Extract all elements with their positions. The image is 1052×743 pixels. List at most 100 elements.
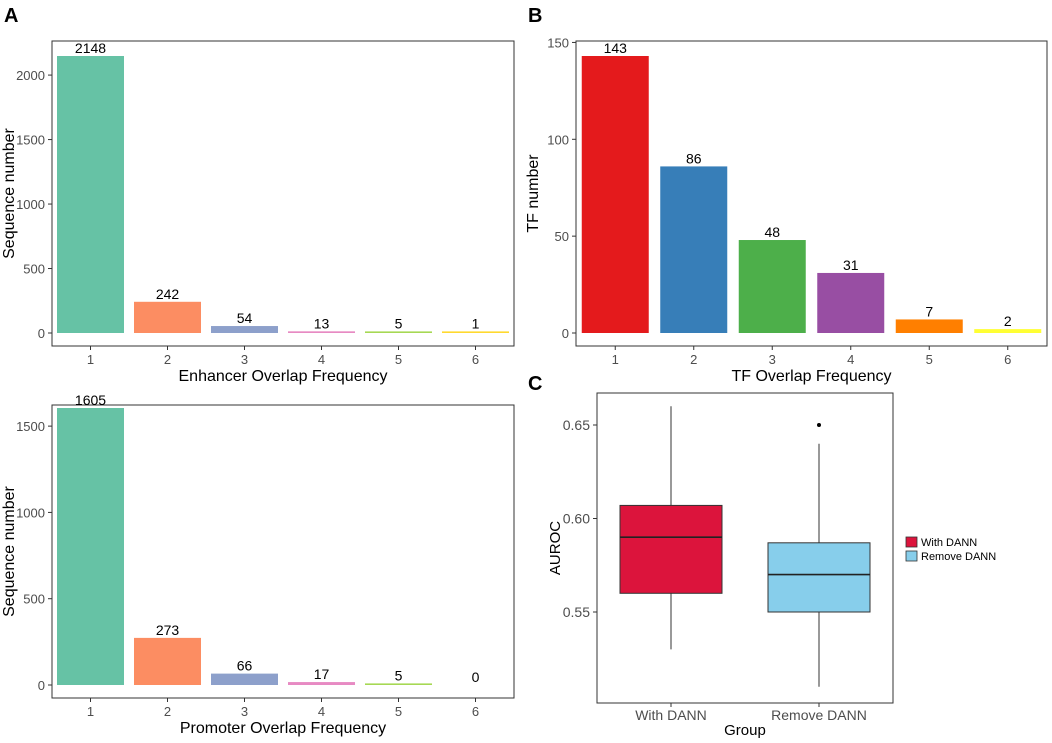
bar [365, 683, 432, 685]
bar-value-label: 7 [925, 303, 933, 319]
bar [365, 331, 432, 333]
y-tick-label: 1500 [16, 419, 45, 434]
bar-value-label: 2148 [75, 40, 106, 56]
bar [974, 329, 1042, 333]
y-tick-label: 500 [23, 262, 45, 277]
bar-value-label: 0 [472, 669, 480, 685]
outlier-point [817, 423, 821, 427]
bar [895, 319, 963, 333]
bar-value-label: 273 [156, 622, 180, 638]
plot-frame [596, 392, 894, 704]
panel-label-a: A [4, 5, 18, 27]
bar-value-label: 143 [604, 40, 628, 56]
x-tick-label: 6 [1004, 352, 1011, 367]
plot-frame [575, 40, 1048, 347]
bar [211, 673, 278, 685]
bar-value-label: 48 [764, 224, 780, 240]
legend-label: With DANN [921, 537, 977, 549]
x-tick-label: 5 [395, 704, 402, 719]
x-tick-label: 5 [395, 352, 402, 367]
legend-label: Remove DANN [921, 551, 996, 563]
x-tick-label: 6 [472, 352, 479, 367]
bar [738, 240, 806, 333]
y-tick-label: 100 [547, 132, 569, 147]
y-tick-label: 0 [38, 678, 45, 693]
chart-enhancer: 0 500 1000 1500 2000 2148 1 242 2 54 3 13 4 5 5 1 6 Enhan… [1, 40, 515, 385]
bar [288, 682, 355, 685]
bar-value-label: 5 [395, 315, 403, 331]
y-tick-label: 0 [38, 326, 45, 341]
x-tick-label: 5 [926, 352, 933, 367]
y-tick-label: 50 [555, 229, 569, 244]
y-tick-label: 0.55 [563, 604, 590, 620]
bar [288, 331, 355, 333]
bar [211, 326, 278, 333]
bar-value-label: 5 [395, 667, 403, 683]
x-axis-title: Enhancer Overlap Frequency [179, 368, 388, 385]
y-tick-label: 0.60 [563, 511, 590, 527]
x-tick-label: 2 [690, 352, 697, 367]
legend-swatch [905, 550, 918, 562]
x-tick-label: 4 [318, 704, 325, 719]
bar [57, 408, 124, 685]
panel-label-c: C [528, 373, 542, 395]
bar-value-label: 86 [686, 150, 702, 166]
x-tick-label: 1 [612, 352, 619, 367]
bar [817, 272, 885, 333]
x-axis-title: TF Overlap Frequency [731, 368, 891, 385]
chart-tf: 0 50 100 150 143 1 86 2 48 3 31 4 7 5 2 6 TF Overlap Fre… [525, 35, 1048, 385]
x-tick-label: 2 [164, 352, 171, 367]
y-tick-label: 2000 [16, 68, 45, 83]
x-tick-label: 3 [769, 352, 776, 367]
bar [581, 56, 649, 333]
bar [57, 56, 124, 333]
x-tick-label: 4 [318, 352, 325, 367]
y-tick-label: 150 [547, 35, 569, 50]
x-tick-label: 3 [241, 704, 248, 719]
y-axis-title: Sequence number [1, 127, 18, 258]
legend-swatch [905, 536, 918, 548]
x-tick-label: Remove DANN [771, 707, 867, 723]
bar [442, 331, 509, 333]
y-tick-label: 500 [23, 592, 45, 607]
bar-value-label: 1 [472, 315, 480, 331]
panel-label-b: B [528, 5, 542, 27]
y-tick-label: 1000 [16, 197, 45, 212]
box [619, 504, 723, 594]
bar [134, 637, 201, 685]
bar-value-label: 54 [237, 310, 253, 326]
legend: With DANN Remove DANN [905, 536, 996, 563]
bar-value-label: 31 [843, 257, 859, 273]
y-axis-title: AUROC [547, 521, 564, 575]
bar-value-label: 242 [156, 286, 180, 302]
bar-value-label: 66 [237, 658, 253, 674]
chart-auroc: 0.55 0.60 0.65 With DANN Remove DANN Group AUR… [547, 392, 996, 739]
x-tick-label: 2 [164, 704, 171, 719]
x-axis-title: Group [724, 722, 766, 738]
x-tick-label: 1 [87, 352, 94, 367]
x-tick-label: 3 [241, 352, 248, 367]
x-tick-label: 1 [87, 704, 94, 719]
y-tick-label: 1000 [16, 505, 45, 520]
y-tick-label: 0 [562, 326, 569, 341]
bar-value-label: 2 [1004, 313, 1012, 329]
x-tick-label: With DANN [635, 707, 707, 723]
x-axis-title: Promoter Overlap Frequency [180, 720, 386, 737]
x-tick-label: 4 [847, 352, 854, 367]
bar-value-label: 1605 [75, 392, 106, 408]
bar [660, 166, 728, 333]
x-tick-label: 6 [472, 704, 479, 719]
bar-value-label: 13 [314, 315, 330, 331]
chart-promoter: 0 500 1000 1500 1605 1 273 2 66 3 17 4 5 5 0 6 Promoter … [1, 392, 515, 737]
plot-frame [51, 40, 515, 347]
box [767, 542, 871, 613]
y-axis-title: Sequence number [1, 485, 18, 616]
y-axis-title: TF number [525, 154, 542, 233]
y-tick-label: 1500 [16, 133, 45, 148]
bar [134, 301, 201, 333]
bar-value-label: 17 [314, 666, 330, 682]
plot-frame [51, 404, 515, 699]
y-tick-label: 0.65 [563, 417, 590, 433]
